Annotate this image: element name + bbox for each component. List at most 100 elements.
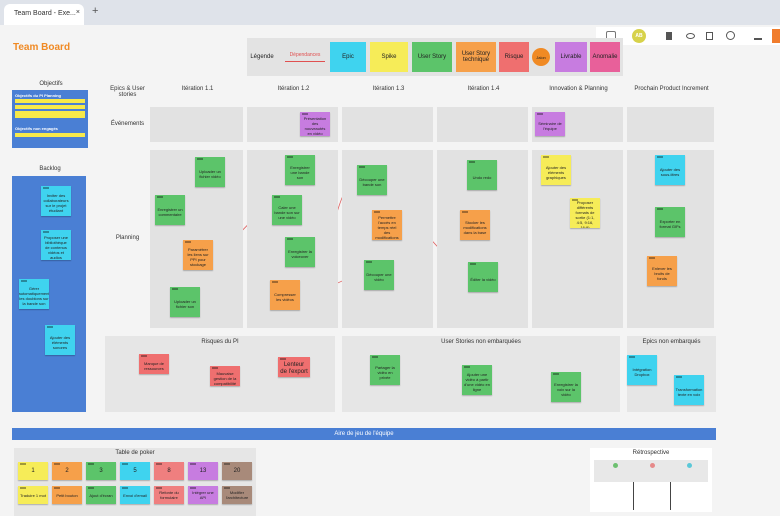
retro-header xyxy=(594,460,708,482)
icon[interactable] xyxy=(726,31,735,40)
column-header: Prochain Product Increment xyxy=(634,86,709,92)
poker-card[interactable]: 3 xyxy=(86,462,116,480)
column-header: Itération 1.4 xyxy=(467,86,500,92)
column-header: Itération 1.2 xyxy=(277,86,310,92)
poker-card[interactable]: 2 xyxy=(52,462,82,480)
poker-note[interactable]: Ajout d'écran xyxy=(86,486,116,504)
backlog-title: Backlog xyxy=(39,166,61,172)
sticky-note[interactable]: Paramétrer les liens sur PPI pour stocka… xyxy=(183,240,213,270)
events-cell xyxy=(627,107,714,142)
avatar[interactable]: AB xyxy=(632,29,646,43)
sticky-note[interactable]: Partager la vidéo en privée xyxy=(370,355,400,385)
sticky-note[interactable]: Proposer différents formats de sortie (1… xyxy=(570,198,600,228)
legend-item: Epic xyxy=(330,42,366,72)
sticky-note[interactable]: Enregistrer la voix sur la vidéo xyxy=(551,372,581,402)
sticky-note[interactable]: Enregistrer la voiceover xyxy=(285,237,315,267)
poker-card[interactable]: 8 xyxy=(154,462,184,480)
poker-note[interactable]: Intégrer une API xyxy=(188,486,218,504)
sticky-note[interactable]: Undo redo xyxy=(467,160,497,190)
objectives-panel: Objectifs du PI Planning Objectifs non e… xyxy=(12,90,88,148)
objectives-heading: Objectifs du PI Planning xyxy=(15,93,62,98)
legend-dependencies: Dépendances xyxy=(289,52,321,58)
sticky-note[interactable]: Uploader un fichier son xyxy=(170,287,200,317)
divider xyxy=(633,482,634,510)
new-tab[interactable]: + xyxy=(92,5,99,17)
sticky-note[interactable]: Lenteur de l'export xyxy=(278,357,310,377)
retro-icon xyxy=(650,463,655,468)
objectives-heading: Objectifs non engagés xyxy=(15,126,58,131)
legend-item: Livrable xyxy=(555,42,587,72)
column-header: Innovation & Planning xyxy=(549,86,608,92)
retro-icon xyxy=(687,463,692,468)
row-label: Planning xyxy=(115,235,140,241)
sticky-note[interactable]: Intégration Dropbox xyxy=(627,355,657,385)
sticky-note[interactable]: Découper une vidéo xyxy=(364,260,394,290)
sticky-note[interactable]: Ajouter des éléments sonores xyxy=(45,325,75,355)
column-header: Epics & User stories xyxy=(110,86,145,98)
sticky-note[interactable]: Proposer une bibliothèque de contenus vi… xyxy=(41,230,71,260)
divider xyxy=(670,482,671,510)
poker-note[interactable]: Envoi d'email xyxy=(120,486,150,504)
sticky-note[interactable]: Ajouter une vidéo à partir d'une vidéo e… xyxy=(462,365,492,395)
poker-card[interactable]: 20 xyxy=(222,462,252,480)
column-header: Itération 1.3 xyxy=(372,86,405,92)
objective xyxy=(15,111,85,118)
sticky-note[interactable]: Ajouter des sous-titres xyxy=(655,155,685,185)
sticky-note[interactable]: Uploader un fichier vidéo xyxy=(195,157,225,187)
sticky-note[interactable]: Découper une bande son xyxy=(357,165,387,195)
sticky-note[interactable]: Éditer la vidéo xyxy=(468,262,498,292)
retro-icon xyxy=(613,463,618,468)
poker-note[interactable]: Refonte du formulaire xyxy=(154,486,184,504)
tab-close[interactable]: × xyxy=(75,9,80,16)
poker-note[interactable]: Modifier l'architecture xyxy=(222,486,252,504)
poker-card[interactable]: 1 xyxy=(18,462,48,480)
legend-item: Spike xyxy=(370,42,408,72)
sticky-note[interactable]: Stocker les modifications dans la base xyxy=(460,210,490,240)
sticky-note[interactable]: Enregistrer un commentaire xyxy=(155,195,185,225)
sticky-note[interactable]: Permettre l'accès en temps réel des modi… xyxy=(372,210,402,240)
sticky-note[interactable]: Compresser les vidéos xyxy=(270,280,300,310)
sticky-note[interactable]: Manque de ressources xyxy=(139,354,169,374)
legend-item: Jalon xyxy=(532,48,550,66)
retro-panel: Rétrospective xyxy=(590,448,712,512)
team-area-bar: Aire de jeu de l'équipe xyxy=(12,428,716,440)
events-cell xyxy=(342,107,433,142)
poker-card[interactable]: 13 xyxy=(188,462,218,480)
legend-item: User Story technique xyxy=(456,42,496,72)
row-label: Événements xyxy=(110,121,145,127)
sticky-note[interactable]: Séminaire de l'équipe xyxy=(535,112,565,136)
sticky-note[interactable]: Caler une bande son sur une vidéo xyxy=(272,195,302,225)
sticky-note[interactable]: Transformation texte en voix xyxy=(674,375,704,405)
events-cell xyxy=(150,107,243,142)
poker-card[interactable]: 5 xyxy=(120,462,150,480)
sticky-note[interactable]: Mauvaise gestion de la compatibilité xyxy=(210,366,240,386)
sticky-note[interactable]: Enregistrer une bande son xyxy=(285,155,315,185)
poker-note[interactable]: Traduire 1 mot xyxy=(18,486,48,504)
sticky-note[interactable]: Inviter des collaborateurs sur le projet… xyxy=(41,186,71,216)
objective xyxy=(15,105,85,109)
sticky-note[interactable]: Enlever les bruits de fonds xyxy=(647,256,677,286)
toolbar: AB xyxy=(596,27,780,45)
poker-title: Table de poker xyxy=(115,450,155,456)
icon[interactable] xyxy=(686,33,695,39)
sticky-note[interactable]: Exporter en format GIFs xyxy=(655,207,685,237)
legend-label: Légende xyxy=(250,54,274,60)
objectives-title: Objectifs xyxy=(39,81,63,87)
sticky-note[interactable]: Gérer automatiquement les doublons sur l… xyxy=(19,279,49,309)
objective xyxy=(15,133,85,137)
icon[interactable] xyxy=(754,32,762,40)
poker-table: Table de poker xyxy=(14,448,256,516)
sticky-note[interactable]: Ajouter des éléments graphiques xyxy=(541,155,571,185)
objective xyxy=(15,99,85,103)
share-button[interactable] xyxy=(772,29,780,43)
icon[interactable] xyxy=(666,32,672,40)
legend-item: Risque xyxy=(499,42,529,72)
arrow xyxy=(285,61,325,62)
board-title: Team Board xyxy=(13,42,71,53)
icon[interactable] xyxy=(706,32,713,40)
tab[interactable]: Team Board - Exe... × xyxy=(4,4,84,25)
legend-item: User Story xyxy=(412,42,452,72)
poker-note[interactable]: Petit bouton xyxy=(52,486,82,504)
sticky-note[interactable]: Présentation des nouveautés en vidéo xyxy=(300,112,330,136)
